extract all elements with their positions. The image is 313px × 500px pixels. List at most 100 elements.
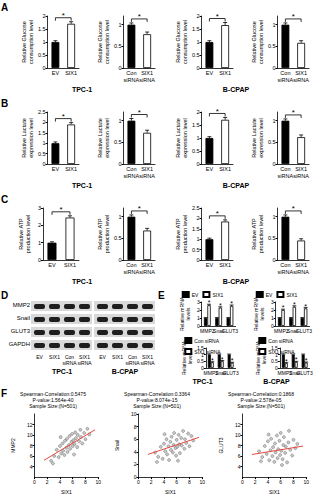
svg-text:12: 12 [27, 422, 33, 428]
svg-text:consumption level: consumption level [104, 20, 110, 64]
svg-text:2: 2 [42, 13, 45, 19]
svg-text:1: 1 [42, 140, 45, 146]
svg-text:expression level: expression level [258, 118, 264, 157]
svg-text:Con: Con [280, 166, 290, 172]
svg-text:SIX1: SIX1 [65, 166, 77, 172]
svg-text:*: * [219, 302, 222, 309]
svg-text:1.5: 1.5 [38, 130, 46, 136]
svg-text:0.5: 0.5 [268, 43, 276, 49]
svg-text:0: 0 [42, 65, 45, 71]
svg-text:*: * [216, 107, 219, 116]
svg-text:1: 1 [197, 315, 200, 321]
svg-text:production level: production level [104, 215, 110, 254]
svg-text:SIX1: SIX1 [219, 70, 231, 76]
svg-text:10: 10 [199, 479, 205, 485]
svg-text:10: 10 [131, 411, 137, 417]
svg-text:Relative ATP: Relative ATP [175, 218, 181, 250]
svg-text:consumption level: consumption level [28, 20, 34, 64]
svg-text:SIX1: SIX1 [295, 70, 307, 76]
svg-text:SIX1: SIX1 [219, 166, 231, 172]
svg-text:1: 1 [118, 118, 121, 124]
svg-text:*: * [295, 356, 298, 363]
svg-text:*: * [59, 205, 62, 214]
svg-text:6: 6 [71, 479, 74, 485]
svg-text:production level: production level [25, 215, 31, 254]
svg-text:Relative ATP: Relative ATP [251, 218, 257, 250]
svg-text:1.5: 1.5 [38, 26, 46, 32]
svg-text:Sample Size:(N=501): Sample Size:(N=501) [29, 403, 77, 409]
svg-text:consumption level: consumption level [182, 20, 188, 64]
svg-text:EV: EV [192, 292, 199, 298]
svg-text:0: 0 [196, 257, 199, 263]
svg-text:GLUT3: GLUT3 [297, 370, 313, 376]
svg-text:*: * [138, 108, 141, 117]
svg-text:EV: EV [52, 70, 60, 76]
svg-text:0: 0 [137, 479, 140, 485]
svg-text:siRNA: siRNA [278, 173, 294, 179]
svg-text:production level: production level [258, 215, 264, 254]
svg-text:SIX1 siRNA: SIX1 siRNA [268, 349, 295, 355]
svg-text:8: 8 [188, 479, 191, 485]
svg-text:Sample Size:(N=501): Sample Size:(N=501) [133, 403, 181, 409]
svg-text:*: * [62, 11, 65, 20]
svg-text:0: 0 [118, 65, 121, 71]
svg-text:*: * [211, 357, 214, 364]
svg-text:1: 1 [118, 22, 121, 28]
svg-text:siRNA: siRNA [124, 77, 140, 83]
svg-text:2: 2 [197, 307, 200, 313]
svg-text:0.5: 0.5 [38, 151, 46, 157]
svg-text:10: 10 [27, 432, 33, 438]
svg-text:2: 2 [46, 479, 49, 485]
svg-text:Con siRNA: Con siRNA [268, 338, 293, 344]
svg-text:0.5: 0.5 [268, 139, 276, 145]
svg-text:4: 4 [163, 479, 166, 485]
svg-text:2: 2 [134, 461, 137, 467]
svg-text:0: 0 [272, 65, 275, 71]
svg-text:0: 0 [118, 257, 121, 263]
svg-text:consumption level: consumption level [258, 20, 264, 64]
svg-text:10: 10 [303, 479, 309, 485]
svg-text:*: * [216, 12, 219, 21]
svg-text:0.5: 0.5 [114, 139, 122, 145]
svg-text:0.5: 0.5 [192, 247, 200, 253]
svg-text:2.5: 2.5 [192, 205, 200, 211]
svg-text:1.5: 1.5 [192, 226, 200, 232]
svg-text:siRNA: siRNA [293, 269, 309, 275]
svg-text:3: 3 [271, 299, 274, 305]
svg-text:siRNA: siRNA [139, 173, 155, 179]
svg-text:1: 1 [271, 315, 274, 321]
svg-text:2.5: 2.5 [38, 109, 46, 115]
svg-text:Con: Con [126, 262, 136, 268]
svg-text:SIX1: SIX1 [219, 262, 231, 268]
svg-text:2: 2 [38, 222, 41, 228]
svg-text:expression level: expression level [182, 118, 188, 157]
svg-text:EV: EV [266, 292, 273, 298]
svg-text:*: * [292, 204, 295, 213]
svg-text:siRNA: siRNA [139, 269, 155, 275]
svg-text:Relative Glucose: Relative Glucose [251, 21, 257, 63]
svg-text:0: 0 [42, 161, 45, 167]
svg-text:2: 2 [254, 479, 257, 485]
svg-text:Relative Lactate: Relative Lactate [97, 118, 103, 157]
svg-text:0: 0 [38, 257, 41, 263]
svg-text:2: 2 [196, 13, 199, 19]
svg-text:1.5: 1.5 [192, 122, 200, 128]
svg-text:0: 0 [196, 65, 199, 71]
svg-text:1: 1 [272, 214, 275, 220]
svg-text:6: 6 [175, 479, 178, 485]
svg-text:2: 2 [196, 215, 199, 221]
svg-text:6: 6 [279, 479, 282, 485]
svg-text:Relative Lactate: Relative Lactate [251, 118, 257, 157]
svg-text:1: 1 [42, 39, 45, 45]
svg-text:4: 4 [59, 479, 62, 485]
svg-text:4: 4 [238, 464, 241, 470]
svg-text:1: 1 [272, 22, 275, 28]
svg-text:6: 6 [30, 453, 33, 459]
svg-text:Snail: Snail [114, 440, 120, 451]
svg-text:siRNA: siRNA [293, 173, 309, 179]
svg-text:Relative Glucose: Relative Glucose [21, 21, 27, 63]
svg-text:GLUT3: GLUT3 [296, 328, 312, 334]
svg-text:0.5: 0.5 [114, 43, 122, 49]
svg-text:1: 1 [118, 214, 121, 220]
svg-text:4: 4 [267, 479, 270, 485]
